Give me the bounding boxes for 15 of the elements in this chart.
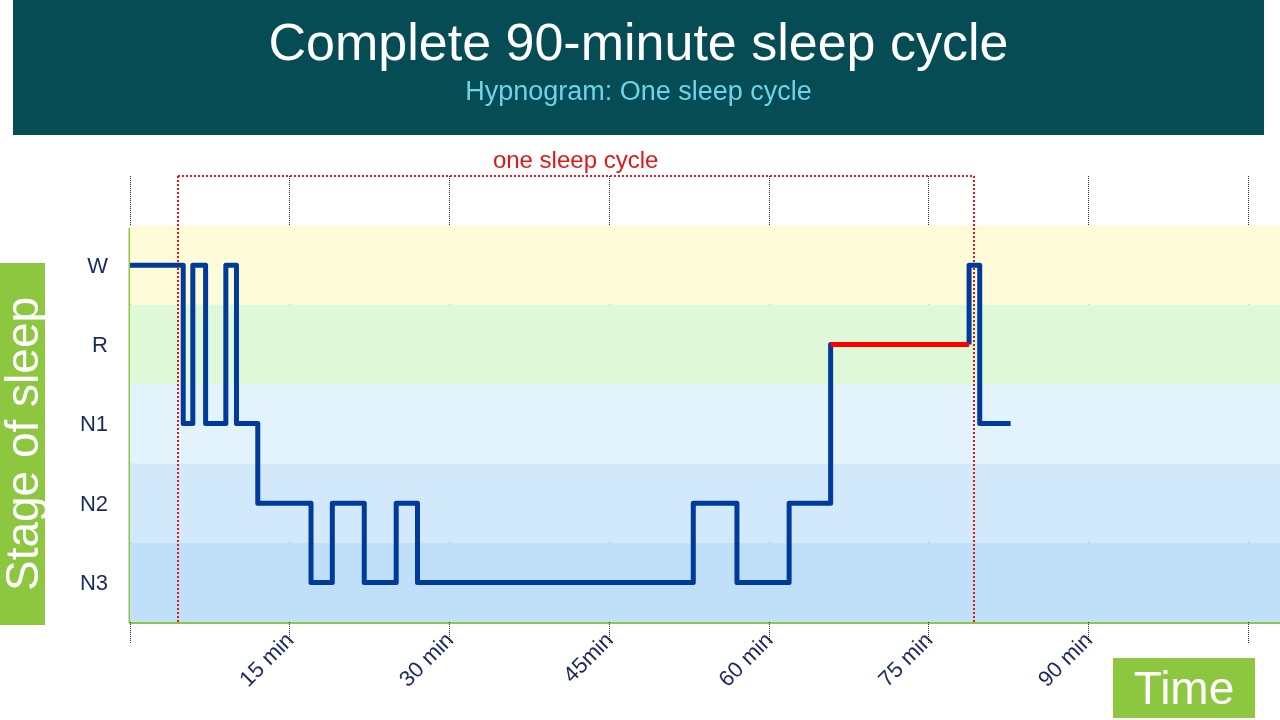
y-axis-title: Stage of sleep (0, 296, 49, 592)
x-tick-label: 60 min (713, 627, 778, 692)
x-axis-title: Time (1113, 658, 1255, 718)
band-label: N2 (79, 490, 108, 516)
x-tick-label: 30 min (393, 627, 459, 692)
chart-title: Complete 90-minute sleep cycle (267, 12, 1010, 72)
band-label: N3 (79, 569, 108, 595)
x-tick-label: 90 min (1032, 627, 1098, 692)
text: one sleep cycle (492, 145, 659, 173)
band-label: R (92, 331, 108, 357)
band-label: N1 (79, 411, 108, 437)
chart-subtitle: Hypnogram: One sleep cycle (464, 76, 813, 107)
x-tick-label: 15 min (234, 627, 299, 692)
x-tick-label: 75 min (873, 627, 938, 692)
band-label: W (87, 252, 109, 278)
